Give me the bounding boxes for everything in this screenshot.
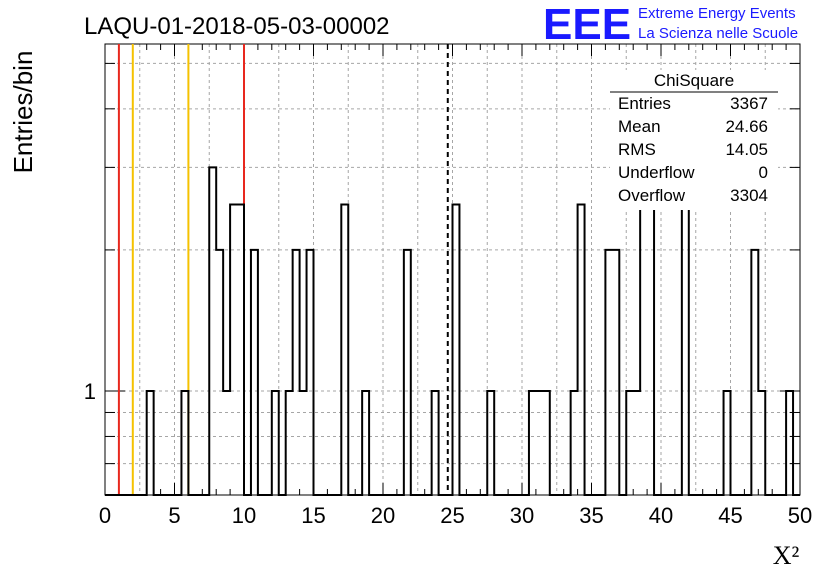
histogram-bin (751, 250, 758, 495)
histogram-bin (209, 167, 216, 495)
x-tick-label: 10 (232, 503, 256, 528)
x-tick-label: 25 (440, 503, 464, 528)
x-tick-labels: 0 5 10 15 20 25 30 35 40 45 50 (99, 503, 812, 528)
x-tick-label: 20 (371, 503, 395, 528)
logo: EEE Extreme Energy Events La Scienza nel… (543, 0, 798, 49)
histogram-bin (237, 204, 244, 495)
histogram-bin (529, 391, 536, 495)
stats-label-underflow: Underflow (618, 163, 695, 182)
logo-line2: La Scienza nelle Scuole (638, 25, 798, 42)
histogram-bin (543, 391, 550, 495)
histogram-bin (216, 250, 223, 495)
histogram-bin (251, 250, 258, 495)
histogram-bin (230, 204, 237, 495)
histogram-bin (341, 204, 348, 495)
y-tick-label: 1 (84, 379, 96, 404)
stats-label-entries: Entries (618, 94, 671, 113)
histogram-bin (362, 391, 369, 495)
histogram-bin (404, 250, 411, 495)
histogram-bin (147, 391, 154, 495)
logo-mark: EEE (543, 0, 631, 49)
stats-value-entries: 3367 (730, 94, 768, 113)
y-tick-labels: 1 (84, 379, 96, 404)
marker-lines (117, 44, 449, 495)
histogram-bin (272, 391, 279, 495)
histogram-bin (453, 204, 460, 495)
stats-value-overflow: 3304 (730, 186, 768, 205)
stats-title: ChiSquare (654, 71, 734, 90)
stats-label-rms: RMS (618, 140, 656, 159)
x-tick-label: 5 (168, 503, 180, 528)
x-tick-label: 15 (301, 503, 325, 528)
stats-value-underflow: 0 (759, 163, 768, 182)
x-tick-label: 50 (788, 503, 812, 528)
histogram-bin (612, 250, 619, 495)
histogram-bin (432, 391, 439, 495)
x-tick-label: 40 (649, 503, 673, 528)
histogram-bin (223, 391, 230, 495)
stats-box-background (610, 70, 778, 210)
histogram-bin (300, 391, 307, 495)
histogram-bin (536, 391, 543, 495)
x-tick-label: 45 (718, 503, 742, 528)
histogram-bin (647, 204, 654, 495)
histogram-bin (571, 391, 578, 495)
stats-value-mean: 24.66 (725, 117, 768, 136)
stats-box: ChiSquare Entries 3367 Mean 24.66 RMS 14… (610, 70, 778, 210)
stats-value-rms: 14.05 (725, 140, 768, 159)
histogram-bin (578, 204, 585, 495)
histogram-bin (633, 391, 640, 495)
histogram-bin (181, 391, 188, 495)
logo-line1: Extreme Energy Events (638, 5, 796, 22)
histogram-bin (487, 391, 494, 495)
histogram-bin (605, 250, 612, 495)
stats-label-overflow: Overflow (618, 186, 686, 205)
x-tick-label: 0 (99, 503, 111, 528)
histogram-bin (293, 250, 300, 495)
stats-label-mean: Mean (618, 117, 661, 136)
histogram-bin (786, 391, 793, 495)
histogram-bin (758, 391, 765, 495)
x-axis-label: X² (773, 541, 800, 570)
histogram-bin (286, 391, 293, 495)
histogram-bin (307, 250, 314, 495)
y-axis-label: Entries/bin (8, 51, 38, 174)
histogram-bin (640, 204, 647, 495)
x-tick-label: 30 (510, 503, 534, 528)
chart-title: LAQU-01-2018-05-03-00002 (84, 13, 390, 40)
histogram-bin (724, 391, 731, 495)
x-tick-label: 35 (579, 503, 603, 528)
histogram-bin (626, 391, 633, 495)
